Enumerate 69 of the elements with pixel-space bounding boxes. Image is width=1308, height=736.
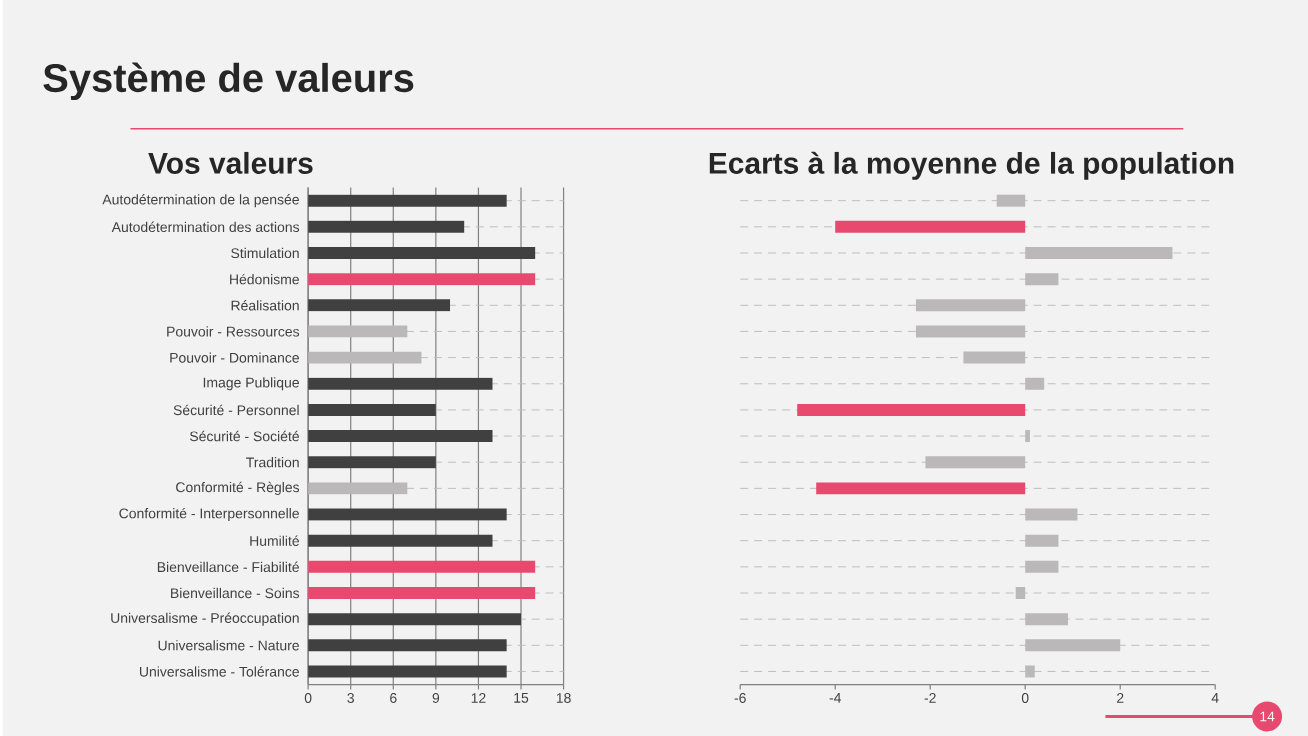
x-tick-label: 18 <box>556 692 571 703</box>
bar <box>308 665 507 678</box>
bar <box>308 612 522 625</box>
bar <box>308 586 536 599</box>
x-tick-label: -6 <box>734 692 746 703</box>
bar <box>308 194 507 207</box>
bar <box>308 456 436 469</box>
bar <box>308 560 536 573</box>
bar <box>1025 429 1030 442</box>
x-tick-label: 0 <box>1021 692 1029 703</box>
bar <box>308 272 536 285</box>
x-tick-label: 6 <box>390 692 397 703</box>
x-tick-label: 12 <box>471 692 486 703</box>
bar <box>1015 586 1026 599</box>
y-tick-label: Hédonisme <box>230 273 299 285</box>
y-tick-label: Autodétermination des actions <box>111 221 300 232</box>
bar <box>915 325 1026 338</box>
y-tick-label: Pouvoir - Dominance <box>170 352 299 363</box>
x-tick-label: 9 <box>432 692 440 703</box>
y-tick-label: Bienveillance - Fiabilité <box>157 561 299 572</box>
bar <box>308 246 536 259</box>
y-tick-label: Conformité - Règles <box>176 481 300 495</box>
x-tick-label: 2 <box>1117 692 1124 703</box>
bar <box>1025 612 1068 625</box>
bar <box>963 351 1026 364</box>
bar <box>915 299 1026 312</box>
text: 14 <box>1260 711 1275 722</box>
x-tick-label: 3 <box>347 692 354 703</box>
bar <box>1025 534 1059 547</box>
bar <box>1025 508 1078 521</box>
bar <box>1025 560 1059 573</box>
bar <box>1025 272 1059 285</box>
y-tick-label: Universalisme - Tolérance <box>139 666 299 677</box>
bar <box>835 220 1026 233</box>
y-tick-label: Sécurité - Société <box>189 430 299 442</box>
y-tick-label: Universalisme - Préoccupation <box>111 612 299 626</box>
bar <box>308 534 493 547</box>
y-tick-label: Stimulation <box>231 247 299 258</box>
bar <box>308 403 436 416</box>
y-tick-label: Pouvoir - Ressources <box>167 326 300 337</box>
bar <box>308 508 507 521</box>
bar <box>925 456 1026 469</box>
y-tick-label: Réalisation <box>231 299 299 311</box>
x-tick-label: 4 <box>1211 692 1219 703</box>
bar <box>816 482 1026 495</box>
y-tick-label: Bienveillance - Soins <box>171 587 300 598</box>
bar <box>308 639 507 652</box>
bar <box>1025 639 1121 652</box>
bar <box>797 403 1026 416</box>
chart-title: Ecarts à la moyenne de la population <box>709 151 1234 180</box>
y-tick-label: Conformité - Interpersonnelle <box>119 507 299 521</box>
x-tick-label: -2 <box>924 692 936 703</box>
y-tick-label: Image Publique <box>203 377 299 391</box>
bar <box>1025 246 1173 259</box>
bar <box>308 377 493 390</box>
x-tick-label: -4 <box>829 692 842 703</box>
y-tick-label: Universalisme - Nature <box>158 639 299 651</box>
y-tick-label: Tradition <box>246 456 299 468</box>
bar <box>308 429 493 442</box>
x-tick-label: 15 <box>514 692 529 703</box>
y-tick-label: Humilité <box>250 535 299 546</box>
bar <box>1025 377 1045 390</box>
y-tick-label: Sécurité - Personnel <box>173 404 299 415</box>
x-tick-label: 0 <box>304 692 312 703</box>
bar <box>308 299 451 312</box>
chart-subtitle: Vos valeurs <box>148 151 313 174</box>
y-tick-label: Autodétermination de la pensée <box>102 193 299 208</box>
chart-title: Système de valeurs <box>43 62 414 100</box>
bar <box>308 220 465 233</box>
